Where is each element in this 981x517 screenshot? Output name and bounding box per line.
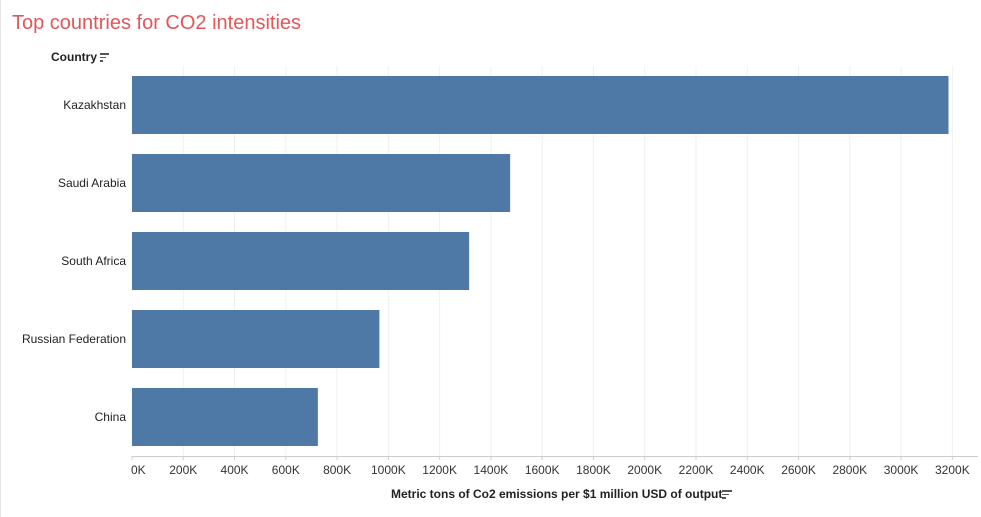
sheet-left-border <box>0 0 1 517</box>
category-label: Kazakhstan <box>63 98 126 112</box>
bar[interactable] <box>132 310 380 368</box>
x-axis-title-label: Metric tons of Co2 emissions per $1 mill… <box>391 487 723 501</box>
x-tick-label: 3200K <box>935 463 970 477</box>
x-tick-label: 600K <box>272 463 300 477</box>
x-tick-label: 1800K <box>576 463 611 477</box>
x-tick-label: 1600K <box>525 463 560 477</box>
x-tick-label: 1200K <box>422 463 457 477</box>
x-tick-label: 1400K <box>474 463 509 477</box>
category-label: South Africa <box>61 254 126 268</box>
row-field-label: Country <box>51 50 97 64</box>
x-tick-label: 3000K <box>884 463 919 477</box>
x-tick-label: 1000K <box>371 463 406 477</box>
bar[interactable] <box>132 154 511 212</box>
bars <box>132 76 949 446</box>
bar[interactable] <box>132 388 318 446</box>
category-labels: Kazakhstan Saudi Arabia South Africa Russia… <box>22 98 126 424</box>
category-label: Saudi Arabia <box>58 176 126 190</box>
x-axis-title[interactable]: Metric tons of Co2 emissions per $1 mill… <box>391 487 722 501</box>
bar-chart: Kazakhstan Saudi Arabia South Africa Russia… <box>22 66 978 477</box>
x-tick-label: 2800K <box>832 463 867 477</box>
x-axis-sort-icon[interactable] <box>722 490 732 501</box>
bar[interactable] <box>132 232 470 290</box>
chart-title: Top countries for CO2 intensities <box>12 12 302 34</box>
row-sort-icon[interactable] <box>100 53 109 64</box>
x-tick-label: 800K <box>323 463 351 477</box>
x-tick-label: 400K <box>221 463 249 477</box>
x-tick-label: 2000K <box>627 463 662 477</box>
category-label: China <box>95 410 127 424</box>
x-tick-label: 0K <box>131 463 146 477</box>
x-tick-label: 2600K <box>781 463 816 477</box>
x-tick-label: 2400K <box>730 463 765 477</box>
bar[interactable] <box>132 76 949 134</box>
x-tick-label: 2200K <box>679 463 714 477</box>
category-label: Russian Federation <box>22 332 126 346</box>
x-tick-label: 200K <box>169 463 197 477</box>
row-field-header[interactable]: Country <box>51 50 97 64</box>
x-axis-ticks: 0K 200K 400K 600K 800K 1000K 1200K 1400K 1600K 18… <box>131 456 978 477</box>
